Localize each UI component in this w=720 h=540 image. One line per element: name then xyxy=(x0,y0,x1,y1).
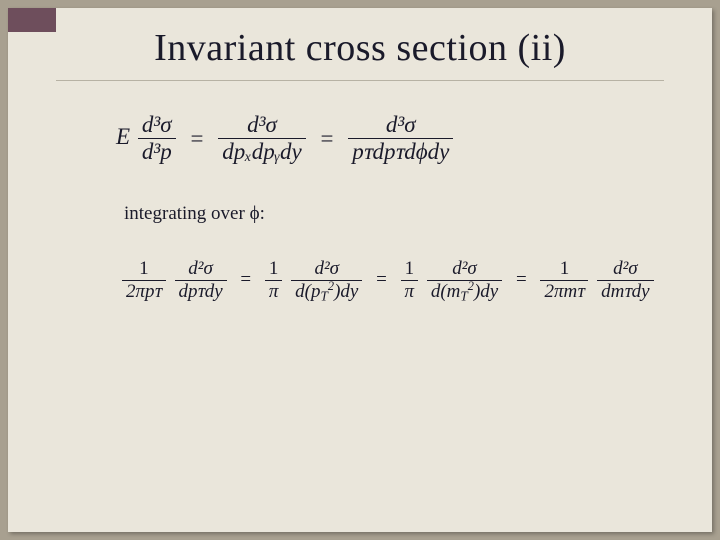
eq1-prefactor: E xyxy=(116,124,130,149)
eq2-t4-num: d²σ xyxy=(613,258,638,279)
equals-icon: = xyxy=(509,269,534,291)
equation-2: 1 2πpᴛ d²σ dpᴛdy = 1 π d²σ d(pT2)dy = 1 … xyxy=(120,258,656,303)
eq1-t1-den: d³p xyxy=(142,139,172,164)
eq2-t3-pref-den: π xyxy=(405,281,415,302)
eq2-t2-den-sub: T xyxy=(320,288,327,303)
eq2-t1-pref-den: 2πpᴛ xyxy=(126,281,162,302)
equals-icon: = xyxy=(314,126,341,152)
eq2-t3-pref-num: 1 xyxy=(405,258,415,279)
eq2-t1-den: dpᴛdy xyxy=(179,281,223,302)
eq2-t1-pref-num: 1 xyxy=(139,258,149,279)
eq1-t3-den: pᴛdpᴛdϕdy xyxy=(352,139,449,164)
eq2-t3-den-sub: T xyxy=(460,288,467,303)
slide: Invariant cross section (ii) E d³σ d³p =… xyxy=(8,8,712,532)
eq2-t3-pref: 1 π xyxy=(401,258,419,303)
equals-icon: = xyxy=(369,269,394,291)
eq2-t4-pref: 1 2πmᴛ xyxy=(540,258,588,303)
slide-title: Invariant cross section (ii) xyxy=(8,26,712,70)
eq1-t1-num: d³σ xyxy=(142,112,172,137)
eq1-t2-den: dpₓdpᵧdy xyxy=(222,139,302,164)
equals-icon: = xyxy=(233,269,258,291)
eq2-t2-pref-den: π xyxy=(269,281,279,302)
eq2-t2-pref: 1 π xyxy=(265,258,283,303)
eq1-term1: d³σ d³p xyxy=(138,112,176,166)
integrating-note: integrating over ϕ: xyxy=(124,203,265,225)
eq2-t1-frac: d²σ dpᴛdy xyxy=(175,258,227,303)
eq1-t2-num: d³σ xyxy=(247,112,277,137)
eq2-t4-pref-den: 2πmᴛ xyxy=(544,281,584,302)
eq1-term2: d³σ dpₓdpᵧdy xyxy=(218,112,306,166)
eq2-t3-frac: d²σ d(mT2)dy xyxy=(427,258,502,303)
eq2-t3-num: d²σ xyxy=(452,258,477,279)
eq2-t2-frac: d²σ d(pT2)dy xyxy=(291,258,362,303)
eq2-t3-den-var: m xyxy=(447,281,461,302)
eq2-t1-pref: 1 2πpᴛ xyxy=(122,258,166,303)
eq1-term3: d³σ pᴛdpᴛdϕdy xyxy=(348,112,453,166)
horizontal-rule xyxy=(56,80,664,81)
eq2-t1-num: d²σ xyxy=(188,258,213,279)
eq2-t4-den: dmᴛdy xyxy=(601,281,649,302)
eq2-t4-pref-num: 1 xyxy=(560,258,570,279)
eq2-t2-num: d²σ xyxy=(314,258,339,279)
equals-icon: = xyxy=(183,126,210,152)
eq1-t3-num: d³σ xyxy=(386,112,416,137)
eq2-t3-den-open: d( xyxy=(431,281,447,302)
eq2-t2-pref-num: 1 xyxy=(269,258,279,279)
equation-1: E d³σ d³p = d³σ dpₓdpᵧdy = d³σ pᴛdpᴛdϕdy xyxy=(116,112,455,166)
eq2-t2-den-open: d( xyxy=(295,281,311,302)
eq2-t3-den-close: )dy xyxy=(474,281,498,302)
eq2-t2-den-close: )dy xyxy=(334,281,358,302)
eq2-t4-frac: d²σ dmᴛdy xyxy=(597,258,653,303)
